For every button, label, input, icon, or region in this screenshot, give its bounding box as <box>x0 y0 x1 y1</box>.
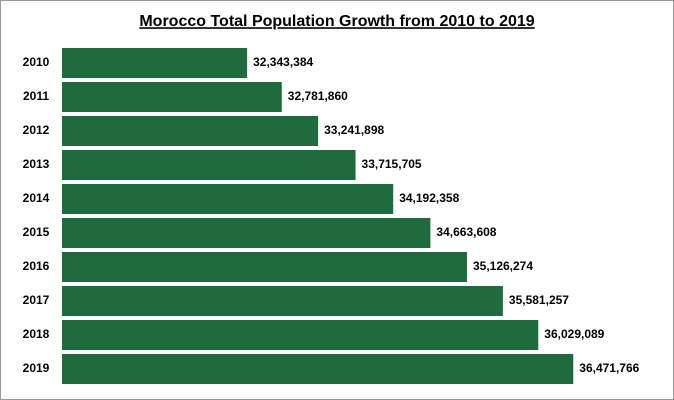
data-label: 33,241,898 <box>324 123 384 137</box>
bar <box>62 82 282 112</box>
y-tick-label: 2018 <box>23 327 50 341</box>
bar <box>62 150 356 180</box>
data-label: 34,663,608 <box>436 225 496 239</box>
y-tick-label: 2011 <box>23 89 49 103</box>
y-tick-label: 2014 <box>23 191 50 205</box>
y-tick-label: 2015 <box>23 225 50 239</box>
data-label: 35,126,274 <box>473 259 533 273</box>
bar <box>62 48 248 78</box>
data-label: 32,781,860 <box>288 89 348 103</box>
chart-title: Morocco Total Population Growth from 201… <box>139 13 534 30</box>
y-tick-label: 2017 <box>23 293 50 307</box>
bar <box>62 320 539 350</box>
y-tick-label: 2012 <box>23 123 50 137</box>
bar <box>62 116 319 146</box>
bar <box>62 218 431 248</box>
data-label: 33,715,705 <box>362 157 422 171</box>
y-tick-label: 2016 <box>23 259 50 273</box>
y-tick-label: 2013 <box>23 157 50 171</box>
y-tick-label: 2010 <box>23 55 50 69</box>
data-label: 36,471,766 <box>579 361 639 375</box>
bar <box>62 252 467 282</box>
data-label: 32,343,384 <box>253 55 313 69</box>
bar <box>62 184 394 214</box>
y-tick-label: 2019 <box>23 361 50 375</box>
bar <box>62 286 503 316</box>
bar <box>62 354 574 384</box>
data-label: 35,581,257 <box>509 293 569 307</box>
data-label: 34,192,358 <box>399 191 459 205</box>
data-label: 36,029,089 <box>544 327 604 341</box>
